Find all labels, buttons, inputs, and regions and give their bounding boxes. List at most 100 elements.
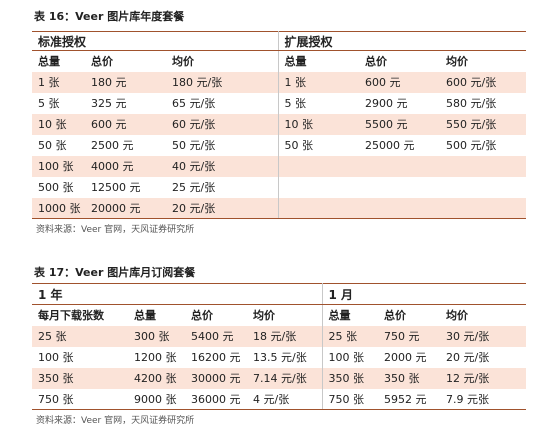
table17-title: 表 17：Veer 图片库月订阅套餐: [34, 266, 196, 279]
table-row: 10 张 600 元 60 元/张 10 张 5500 元 550 元/张: [32, 113, 526, 135]
table16-cell: 65 元/张: [172, 97, 216, 110]
table16-source: 资料来源：Veer 官网，天风证券研究所: [36, 225, 195, 235]
table16-cell: 600 元: [359, 71, 440, 93]
table16-cell: 600 元: [85, 113, 166, 135]
table16-header: 总价: [91, 55, 113, 69]
table17-cell: 25 张: [32, 325, 128, 347]
table-row: 25 张 300 张 5400 元 18 元/张 25 张 750 元 30 元…: [32, 325, 527, 347]
table16-cell: 580 元/张: [446, 97, 497, 110]
table16-cell: [440, 197, 526, 219]
table16-cell: 600 元/张: [440, 71, 526, 93]
table16-cell: 500 张: [38, 181, 74, 194]
table17-cell: 100 张: [38, 351, 74, 364]
table16-cell: 1 张: [32, 71, 85, 93]
table17-source: 资料来源：Veer 官网，天风证券研究所: [36, 416, 195, 426]
table-row: 1 张 180 元 180 元/张 1 张 600 元 600 元/张: [32, 71, 526, 93]
table17-cell: 300 张: [128, 325, 185, 347]
table16-cell: 1000 张: [32, 197, 85, 219]
table-row: 750 张 9000 张 36000 元 4 元/张 750 张 5952 元 …: [32, 388, 527, 410]
table17-cell: 4200 张: [128, 367, 185, 389]
table17-cell: 750 张: [321, 388, 379, 410]
table17-cell: 9000 张: [128, 388, 185, 410]
table17-cell: 7.14 元/张: [247, 367, 323, 389]
table-row: 500 张 12500 元 25 元/张: [32, 176, 526, 198]
table16-cell: 500 元/张: [446, 139, 497, 152]
table16-title: 表 16：Veer 图片库年度套餐: [34, 10, 185, 23]
table17-cell: 750 张: [32, 388, 128, 410]
table16-cell: 25000 元: [365, 139, 415, 152]
table16-cell: [277, 197, 359, 219]
table17-header: 均价: [253, 309, 275, 323]
table16-cell: 50 元/张: [172, 139, 216, 152]
table-row: 5 张 325 元 65 元/张 5 张 2900 元 580 元/张: [32, 92, 526, 114]
table16-cell: 2900 元: [365, 97, 408, 110]
table16-cell: 2500 元: [91, 139, 134, 152]
table16-cell: 1 张: [277, 71, 359, 93]
table17-cell: 4 元/张: [247, 388, 323, 410]
table16-header: 总量: [277, 50, 359, 72]
table17-header: 总价: [191, 309, 213, 323]
table17-header: 总量: [321, 304, 379, 326]
table-row: 350 张 4200 张 30000 元 7.14 元/张 350 张 350 …: [32, 367, 527, 389]
table-row: 50 张 2500 元 50 元/张 50 张 25000 元 500 元/张: [32, 134, 526, 156]
table17-cell: 30000 元: [185, 367, 247, 389]
table16-cell: 20000 元: [85, 197, 166, 219]
table17-cell: 36000 元: [185, 388, 247, 410]
table16-group-standard: 标准授权: [32, 31, 278, 51]
table16-cell: 50 张: [38, 139, 67, 152]
table16: 标准授权 扩展授权 总量 总价 均价 总量 总价 均价 1 张 180 元 18…: [32, 31, 526, 219]
table17-cell: 12 元/张: [440, 367, 527, 389]
table-row: 100 张 4000 元 40 元/张: [32, 155, 526, 177]
table17-header: 每月下载张数: [38, 309, 104, 323]
table16-header: 均价: [446, 55, 468, 69]
table16-cell: 40 元/张: [166, 155, 278, 177]
table16-cell: [359, 155, 440, 177]
table17-cell: 350 张: [378, 367, 441, 389]
table16-header: 总量: [38, 55, 60, 69]
table16-cell: 180 元/张: [166, 71, 278, 93]
table16-cell: [359, 197, 440, 219]
table16-header: 均价: [172, 55, 194, 69]
table16-cell: 180 元: [85, 71, 166, 93]
table16-cell: [277, 155, 359, 177]
table17-cell: 18 元/张: [247, 325, 323, 347]
table-row: 1000 张 20000 元 20 元/张: [32, 197, 526, 219]
table17-group-month: 1 月: [321, 283, 527, 305]
table17-cell: 350 张: [321, 367, 379, 389]
table17-cell: 7.9 元张: [440, 388, 527, 410]
table17-cell: 750 元: [378, 325, 441, 347]
table17-cell: 350 张: [32, 367, 128, 389]
table17-cell: 5952 元: [378, 388, 441, 410]
table16-cell: 60 元/张: [166, 113, 278, 135]
table16-cell: 550 元/张: [440, 113, 526, 135]
table17-cell: 30 元/张: [440, 325, 527, 347]
table17-header: 总价: [384, 309, 407, 323]
table17-cell: 1200 张: [134, 351, 177, 364]
table17-cell: 100 张: [321, 346, 379, 368]
table16-cell: 12500 元: [91, 181, 141, 194]
table16-cell: 100 张: [32, 155, 85, 177]
table17-group-year: 1 年: [32, 283, 323, 305]
table17-header: 均价: [446, 309, 469, 323]
table16-cell: [277, 176, 359, 198]
table16-cell: 5 张: [38, 97, 60, 110]
table16-cell: 325 元: [91, 97, 127, 110]
table17-cell: 20 元/张: [446, 351, 490, 364]
table17-cell: 16200 元: [191, 351, 241, 364]
table17-cell: 25 张: [321, 325, 379, 347]
table17: 1 年 1 月 每月下载张数 总量 总价 均价 总量 总价 均价 25 张 30…: [32, 283, 527, 410]
table16-cell: 5 张: [277, 92, 359, 114]
table16-group-extended: 扩展授权: [277, 31, 526, 51]
table16-cell: 20 元/张: [166, 197, 278, 219]
table16-cell: 10 张: [277, 113, 359, 135]
table16-cell: [440, 177, 526, 198]
table16-header: 总价: [365, 55, 387, 69]
table-row: 100 张 1200 张 16200 元 13.5 元/张 100 张 2000…: [32, 346, 526, 368]
table16-cell: 4000 元: [85, 155, 166, 177]
table16-cell: 10 张: [32, 113, 85, 135]
table17-header: 总量: [134, 309, 156, 323]
table16-cell: [440, 155, 526, 177]
table16-cell: 25 元/张: [172, 181, 216, 194]
table17-cell: 5400 元: [185, 325, 247, 347]
table17-cell: 13.5 元/张: [253, 351, 307, 364]
